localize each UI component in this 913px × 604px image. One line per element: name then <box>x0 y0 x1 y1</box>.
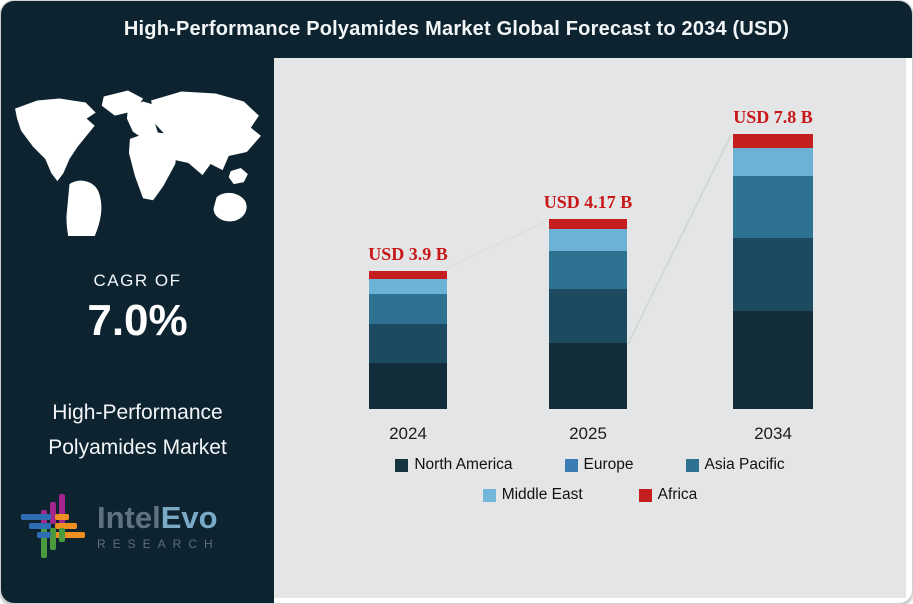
segment-middle-east <box>549 229 627 251</box>
legend-item-africa: Africa <box>638 486 698 504</box>
logo-evo-text: Evo <box>160 499 218 535</box>
segment-north-america <box>733 311 813 409</box>
segment-middle-east <box>733 148 813 176</box>
value-label-2024: USD 3.9 B <box>368 244 448 264</box>
value-label-2025: USD 4.17 B <box>543 192 633 212</box>
legend-label: Europe <box>583 456 634 473</box>
world-map-icon <box>15 90 261 236</box>
content: CAGR OF 7.0% High-Performance Polyamides… <box>1 58 912 603</box>
cagr-value: 7.0% <box>87 296 188 345</box>
stacked-bar-2025 <box>549 219 627 409</box>
legend-label: Middle East <box>501 486 583 503</box>
legend-label: Asia Pacific <box>704 456 785 473</box>
segment-europe <box>369 324 447 363</box>
header: High-Performance Polyamides Market Globa… <box>1 1 912 58</box>
logo-research-text: RESEARCH <box>97 536 220 551</box>
segment-africa <box>549 219 627 229</box>
legend-row-2: Middle East Africa <box>274 486 906 504</box>
legend-label: Africa <box>657 486 698 503</box>
segment-asia-pacific <box>733 176 813 238</box>
legend-swatch-asia-pacific <box>685 458 699 472</box>
segment-north-america <box>549 343 627 409</box>
market-name: High-Performance Polyamides Market <box>1 395 274 465</box>
stacked-bar-2024 <box>369 271 447 409</box>
category-label-2025: 2025 <box>569 424 607 443</box>
legend-item-middle-east: Middle East <box>482 486 583 504</box>
legend-item-north-america: North America <box>395 456 513 474</box>
brand-logo: IntelEvo RESEARCH <box>17 484 267 568</box>
cagr-label: CAGR OF <box>93 271 182 290</box>
category-label-2034: 2034 <box>754 424 792 443</box>
logo-intel-text: Intel <box>97 499 161 535</box>
stacked-bar-2034 <box>733 134 813 409</box>
segment-europe <box>549 289 627 343</box>
market-name-line2: Polyamides Market <box>48 436 227 459</box>
segment-africa <box>369 271 447 279</box>
logo-text: IntelEvo RESEARCH <box>97 499 220 551</box>
legend-row-1: North America Europe Asia Pacific <box>274 456 906 474</box>
legend-swatch-africa <box>638 488 652 502</box>
legend-label: North America <box>414 456 513 473</box>
segment-asia-pacific <box>549 251 627 289</box>
segment-north-america <box>369 363 447 409</box>
logo-brand-name: IntelEvo <box>97 499 220 535</box>
legend-swatch-north-america <box>395 458 409 472</box>
market-name-line1: High-Performance <box>52 401 223 424</box>
segment-middle-east <box>369 279 447 294</box>
legend-swatch-middle-east <box>482 488 496 502</box>
value-label-2034: USD 7.8 B <box>733 107 813 127</box>
legend-item-europe: Europe <box>564 456 634 474</box>
legend-swatch-europe <box>564 458 578 472</box>
segment-asia-pacific <box>369 294 447 324</box>
legend-item-asia-pacific: Asia Pacific <box>685 456 785 474</box>
segment-africa <box>733 134 813 148</box>
page-title: High-Performance Polyamides Market Globa… <box>123 18 790 40</box>
segment-europe <box>733 238 813 311</box>
intelevo-logo-icon <box>21 494 85 558</box>
category-label-2024: 2024 <box>389 424 427 443</box>
sidebar: CAGR OF 7.0% High-Performance Polyamides… <box>1 58 274 603</box>
chart-panel: USD 3.9 B 2024 USD 4.17 B 2025 USD 7.8 B 2034… <box>274 58 906 598</box>
